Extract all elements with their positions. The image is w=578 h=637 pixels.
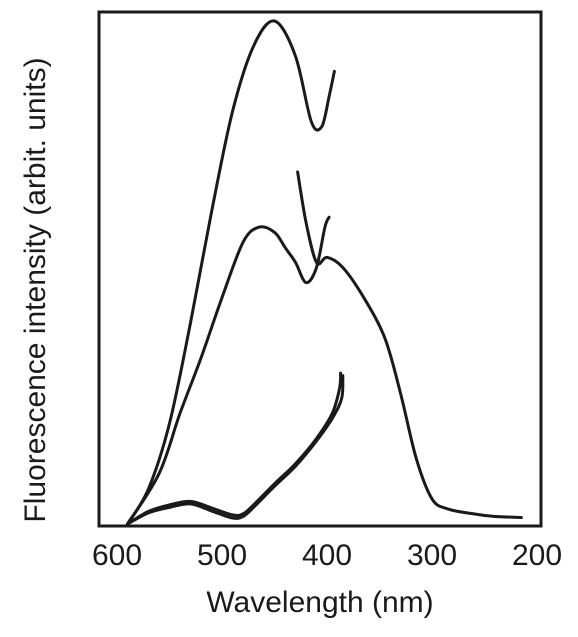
series-line-3 [296, 170, 523, 519]
series-line-4 [126, 371, 343, 526]
series-line-5 [126, 374, 345, 526]
series-layer [126, 19, 523, 526]
x-tick-labels: 600 500 400 300 200 [92, 539, 562, 572]
plot-frame [97, 10, 543, 528]
x-axis-label: Wavelength (nm) [206, 586, 433, 619]
x-tick-label: 300 [407, 539, 457, 572]
x-tick-label: 600 [92, 539, 142, 572]
x-tick-label: 200 [512, 539, 562, 572]
x-tick-label: 400 [302, 539, 352, 572]
series-line-2 [126, 215, 331, 526]
y-axis-label: Fluorescence intensity (arbit. units) [19, 57, 52, 522]
x-tick-label: 500 [197, 539, 247, 572]
series-line-1 [126, 19, 336, 526]
